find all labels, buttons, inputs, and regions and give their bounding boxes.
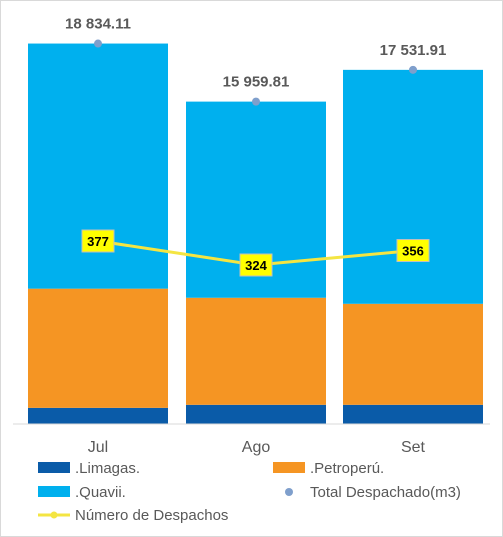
- total-data-label-ago: 15 959.81: [223, 74, 290, 91]
- bars-layer: [28, 43, 483, 424]
- total-marker-set: [409, 65, 417, 74]
- legend-swatch-limagas: [38, 462, 70, 473]
- total-marker-ago: [252, 97, 260, 106]
- x-tick-label-set: Set: [401, 439, 426, 456]
- bar-segment-2-set: [343, 303, 483, 405]
- bar-segment-1-ago: [186, 404, 326, 424]
- legend-item-despachos: Número de Despachos: [38, 507, 228, 524]
- line-data-label-ago: 324: [245, 258, 267, 273]
- line-label-box-set: [396, 239, 430, 263]
- labels-layer: Jul 18 834.11 Ago 15 959.81 Set 17 531.91: [65, 16, 446, 456]
- legend-label-petroperu: .Petroperú.: [310, 460, 384, 477]
- bar-segment-3-set: [343, 69, 483, 304]
- line-data-label-jul: 377: [87, 234, 109, 249]
- legend-swatch-total: [285, 488, 293, 496]
- line-label-box-jul: [81, 229, 115, 253]
- legend: .Limagas. .Petroperú. .Quavii. Total Despac…: [38, 460, 461, 524]
- line-label-box-ago: [239, 253, 273, 277]
- line-layer: 377 324 356: [81, 229, 430, 277]
- legend-swatch-petroperu: [273, 462, 305, 473]
- legend-swatch-quavii: [38, 486, 70, 497]
- legend-swatch-marker-despachos: [50, 511, 58, 519]
- x-tick-label-ago: Ago: [242, 439, 271, 456]
- legend-label-despachos: Número de Despachos: [75, 507, 228, 524]
- legend-label-limagas: .Limagas.: [75, 460, 140, 477]
- bar-segment-2-jul: [28, 288, 168, 408]
- bar-segment-1-jul: [28, 407, 168, 424]
- legend-item-quavii: .Quavii.: [38, 484, 126, 501]
- legend-label-total: Total Despachado(m3): [310, 484, 461, 501]
- bar-segment-2-ago: [186, 297, 326, 405]
- line-data-label-set: 356: [402, 244, 424, 259]
- legend-item-limagas: .Limagas.: [38, 460, 140, 477]
- total-marker-jul: [94, 39, 102, 48]
- x-tick-label-jul: Jul: [88, 439, 108, 456]
- legend-item-petroperu: .Petroperú.: [273, 460, 384, 477]
- total-data-label-set: 17 531.91: [380, 42, 447, 59]
- legend-label-quavii: .Quavii.: [75, 484, 126, 501]
- total-data-label-jul: 18 834.11: [65, 16, 131, 33]
- legend-item-total: Total Despachado(m3): [285, 484, 461, 501]
- bar-segment-1-set: [343, 404, 483, 424]
